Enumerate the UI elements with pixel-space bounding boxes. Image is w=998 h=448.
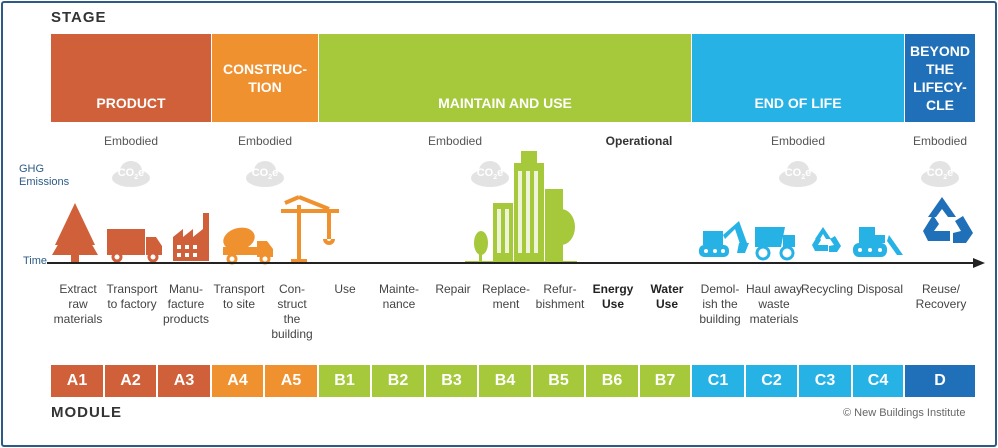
module-b4: B4	[479, 365, 533, 397]
step-construct-building: Con-struct the building	[271, 282, 313, 341]
step-replacement: Replace-ment	[481, 282, 531, 311]
step-transport-to-factory: Transport to factory	[106, 282, 158, 311]
step-reuse-recovery: Reuse/Recovery	[915, 282, 967, 311]
ghg-label-line2: Emissions	[19, 176, 70, 188]
emission-label-beyond: Embodied	[912, 134, 968, 148]
co2-cloud-icon: CO2e	[242, 159, 288, 187]
step-haul-away-waste: Haul away waste materials	[745, 282, 803, 326]
module-heading: MODULE	[51, 404, 122, 421]
module-a4: A4	[212, 365, 265, 397]
bulldozer-icon	[853, 227, 903, 257]
stage-end-of-life-label: END OF LIFE	[754, 95, 842, 111]
co2-cloud-icon: CO2e	[775, 159, 821, 187]
stage-beyond-label-1: BEYOND	[910, 43, 970, 59]
step-use: Use	[334, 282, 356, 296]
stage-construction: CONSTRUC- TION	[212, 34, 318, 122]
dump-truck-icon	[755, 227, 795, 261]
recycling-icon	[812, 227, 841, 252]
co2-cloud-icon: CO2e	[108, 159, 154, 187]
module-b6: B6	[586, 365, 640, 397]
lifecycle-icons	[52, 151, 973, 265]
module-a2: A2	[105, 365, 158, 397]
emission-label-end-of-life: Embodied	[770, 134, 826, 148]
ghg-label-line1: GHG	[19, 163, 45, 175]
emission-label-product: Embodied	[103, 134, 159, 148]
time-axis-arrow	[47, 258, 985, 268]
module-c3: C3	[799, 365, 853, 397]
emission-label-operational: Operational	[605, 134, 673, 148]
stage-beyond-label-4: CLE	[926, 97, 954, 113]
step-extract-raw-materials: Extract raw materials	[53, 282, 103, 326]
module-c4: C4	[853, 365, 905, 397]
stage-beyond-lifecycle: BEYOND THE LIFECY- CLE	[905, 34, 975, 122]
stage-beyond-label-3: LIFECY-	[913, 79, 967, 95]
time-label: Time	[23, 255, 48, 267]
stage-construction-label-2: TION	[248, 79, 282, 95]
module-b3: B3	[426, 365, 479, 397]
factory-icon	[173, 213, 209, 261]
credit-text: © New Buildings Institute	[843, 407, 966, 419]
step-manufacture-products: Manu-facture products	[162, 282, 210, 326]
co2-cloud-icon: CO2e	[467, 159, 513, 187]
city-buildings-icon	[465, 151, 577, 264]
stage-construction-label-1: CONSTRUC-	[223, 61, 307, 77]
stage-heading: STAGE	[51, 9, 107, 26]
crane-icon	[281, 195, 339, 263]
module-a5: A5	[265, 365, 319, 397]
module-a3: A3	[158, 365, 212, 397]
co2-cloud-icon: CO2e	[917, 159, 963, 187]
step-energy-use: Energy Use	[592, 282, 634, 311]
module-b7: B7	[640, 365, 692, 397]
step-demolish-building: Demol-ish the building	[699, 282, 741, 326]
step-repair: Repair	[435, 282, 471, 296]
module-c2: C2	[746, 365, 799, 397]
stage-product-label: PRODUCT	[96, 95, 166, 111]
module-b5: B5	[533, 365, 586, 397]
tree-icon	[52, 203, 98, 263]
step-refurbishment: Refur-bishment	[535, 282, 585, 311]
excavator-icon	[699, 221, 749, 257]
module-b1: B1	[319, 365, 372, 397]
step-maintenance: Mainte-nance	[378, 282, 419, 311]
module-a1: A1	[51, 365, 105, 397]
step-transport-to-site: Transport to site	[213, 282, 265, 311]
step-recycling: Recycling	[800, 282, 854, 296]
module-b2: B2	[372, 365, 426, 397]
recycle-large-icon	[923, 197, 973, 243]
stage-maintain-use: MAINTAIN AND USE	[319, 34, 691, 122]
emission-label-use-embodied: Embodied	[427, 134, 483, 148]
stage-end-of-life: END OF LIFE	[692, 34, 904, 122]
step-disposal: Disposal	[856, 282, 904, 296]
stage-maintain-use-label: MAINTAIN AND USE	[438, 95, 572, 111]
stage-product: PRODUCT	[51, 34, 211, 122]
ghg-label: GHG Emissions	[19, 163, 69, 189]
module-c1: C1	[692, 365, 746, 397]
module-d: D	[905, 365, 975, 397]
stage-beyond-label-2: THE	[926, 61, 954, 77]
truck-icon	[107, 229, 162, 263]
step-water-use: Water Use	[650, 282, 684, 311]
emission-label-construction: Embodied	[237, 134, 293, 148]
